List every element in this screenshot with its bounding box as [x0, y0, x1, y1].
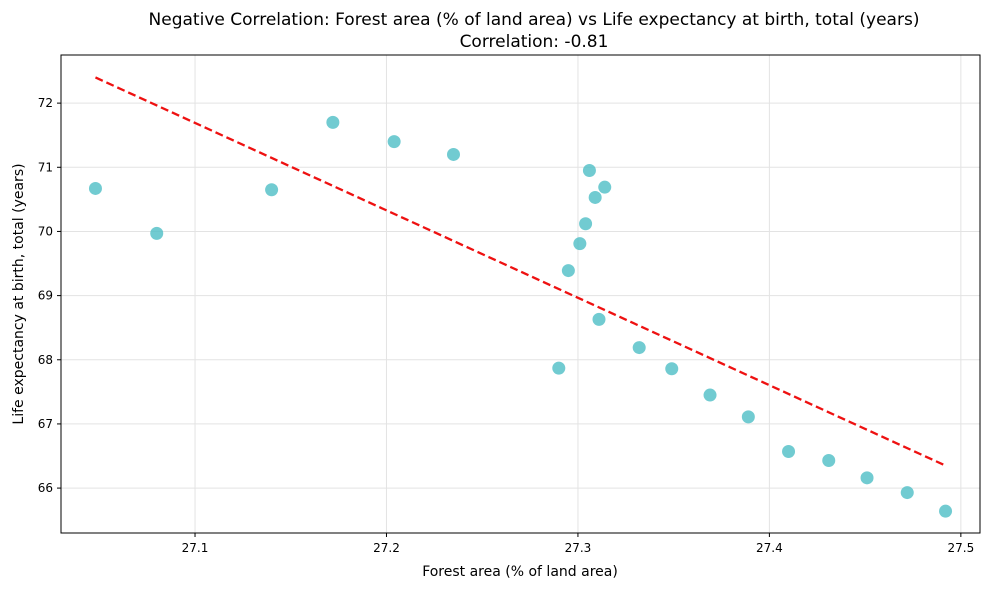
trend-line-segment [94, 76, 947, 467]
x-tick-label: 27.1 [182, 541, 209, 555]
y-tick-label: 70 [38, 224, 53, 238]
data-point [573, 237, 587, 251]
data-point [592, 312, 606, 326]
data-points [88, 115, 953, 518]
data-point [387, 135, 401, 149]
data-point [588, 190, 602, 204]
y-tick-label: 68 [38, 353, 53, 367]
x-axis-label: Forest area (% of land area) [422, 564, 618, 580]
data-point [939, 504, 953, 518]
x-tick-label: 27.5 [947, 541, 974, 555]
data-point [822, 453, 836, 467]
data-point [632, 341, 646, 355]
trend-line [94, 76, 947, 467]
y-axis-ticks: 66 67 68 69 70 71 72 [38, 96, 61, 495]
data-point [150, 226, 164, 240]
y-tick-label: 67 [38, 417, 53, 431]
data-point [860, 471, 874, 485]
x-axis-ticks: 27.1 27.2 27.3 27.4 27.5 [182, 533, 974, 555]
grid [61, 55, 980, 533]
data-point [265, 183, 279, 197]
data-point [88, 181, 102, 195]
x-tick-label: 27.4 [756, 541, 783, 555]
plot-frame [60, 54, 981, 534]
x-tick-label: 27.2 [373, 541, 400, 555]
data-point [552, 361, 566, 375]
data-point [598, 180, 612, 194]
data-point [741, 410, 755, 424]
y-tick-label: 69 [38, 289, 53, 303]
data-point [782, 445, 796, 459]
data-point [900, 486, 914, 500]
y-tick-label: 66 [38, 481, 53, 495]
data-point [561, 264, 575, 278]
data-point [703, 388, 717, 402]
data-point [579, 217, 593, 231]
chart-subtitle: Correlation: -0.81 [460, 32, 609, 52]
x-tick-label: 27.3 [565, 541, 592, 555]
y-tick-label: 71 [38, 160, 53, 174]
data-point [446, 147, 460, 161]
data-point [665, 362, 679, 376]
data-point [582, 163, 596, 177]
y-axis-label: Life expectancy at birth, total (years) [11, 163, 27, 424]
data-point [326, 115, 340, 129]
chart-title: Negative Correlation: Forest area (% of … [149, 10, 920, 30]
y-tick-label: 72 [38, 96, 53, 110]
